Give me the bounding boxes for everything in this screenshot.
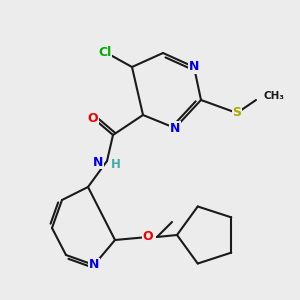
- Text: S: S: [232, 106, 242, 119]
- Text: N: N: [170, 122, 180, 134]
- Text: Cl: Cl: [98, 46, 112, 59]
- Text: O: O: [143, 230, 153, 244]
- Text: CH₃: CH₃: [263, 91, 284, 101]
- Text: N: N: [93, 155, 103, 169]
- Text: H: H: [111, 158, 121, 172]
- Text: O: O: [88, 112, 98, 124]
- Text: N: N: [189, 61, 199, 74]
- Text: N: N: [89, 259, 99, 272]
